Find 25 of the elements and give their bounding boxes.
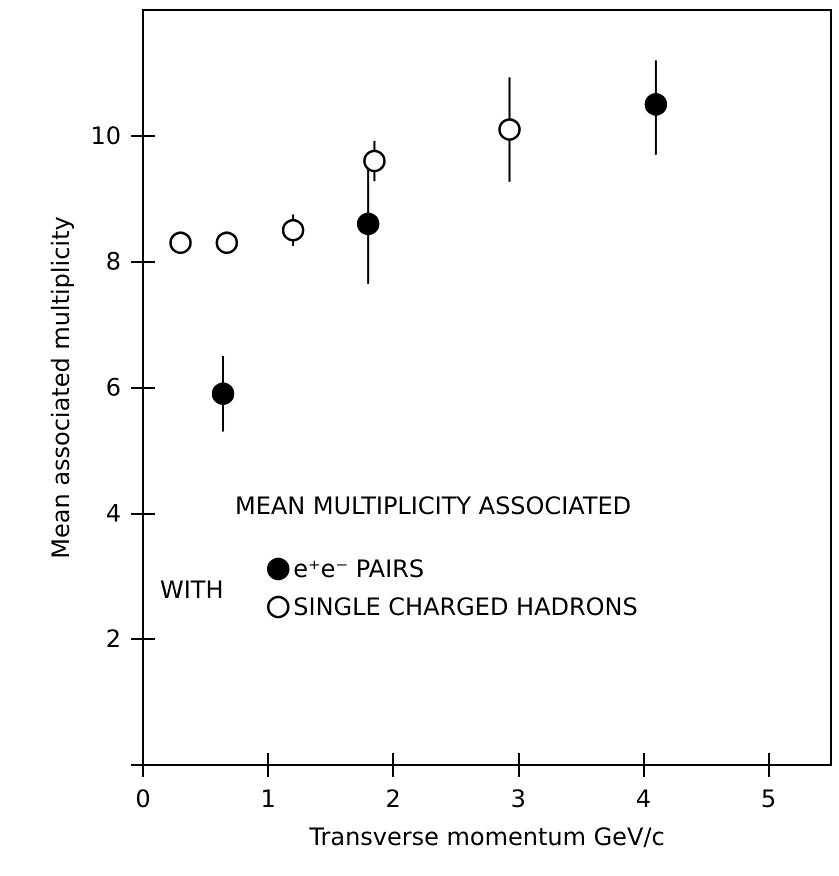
point — [356, 212, 380, 236]
x-tick-label: 0 — [135, 785, 151, 813]
point — [363, 150, 386, 172]
x-tick-label: 3 — [510, 785, 526, 813]
x-tick-label: 2 — [386, 785, 401, 813]
y-tick-label: 10 — [90, 122, 121, 150]
point — [498, 118, 521, 141]
y-tick-label: 2 — [106, 625, 121, 654]
y-tick-label: 4 — [106, 499, 121, 528]
point — [216, 232, 238, 254]
legend-label: SINGLE CHARGED HADRONS — [293, 593, 638, 621]
point — [282, 218, 304, 242]
x-tick-label: 5 — [760, 785, 776, 813]
y-tick-label: 6 — [106, 374, 121, 402]
x-tick-label: 4 — [636, 785, 652, 813]
legend-label: e⁺e⁻ PAIRS — [293, 555, 424, 583]
point — [169, 232, 192, 254]
legend-title: MEAN MULTIPLICITY ASSOCIATED — [235, 492, 632, 520]
point — [212, 382, 234, 406]
y-tick-label: 8 — [106, 248, 121, 276]
y-axis-title: Mean associated multiplicity — [47, 216, 75, 559]
x-tick-label: 1 — [260, 785, 276, 813]
point — [644, 93, 668, 116]
x-axis-title: Transverse momentum GeV/c — [308, 823, 665, 851]
annotation: WITH — [160, 576, 224, 604]
